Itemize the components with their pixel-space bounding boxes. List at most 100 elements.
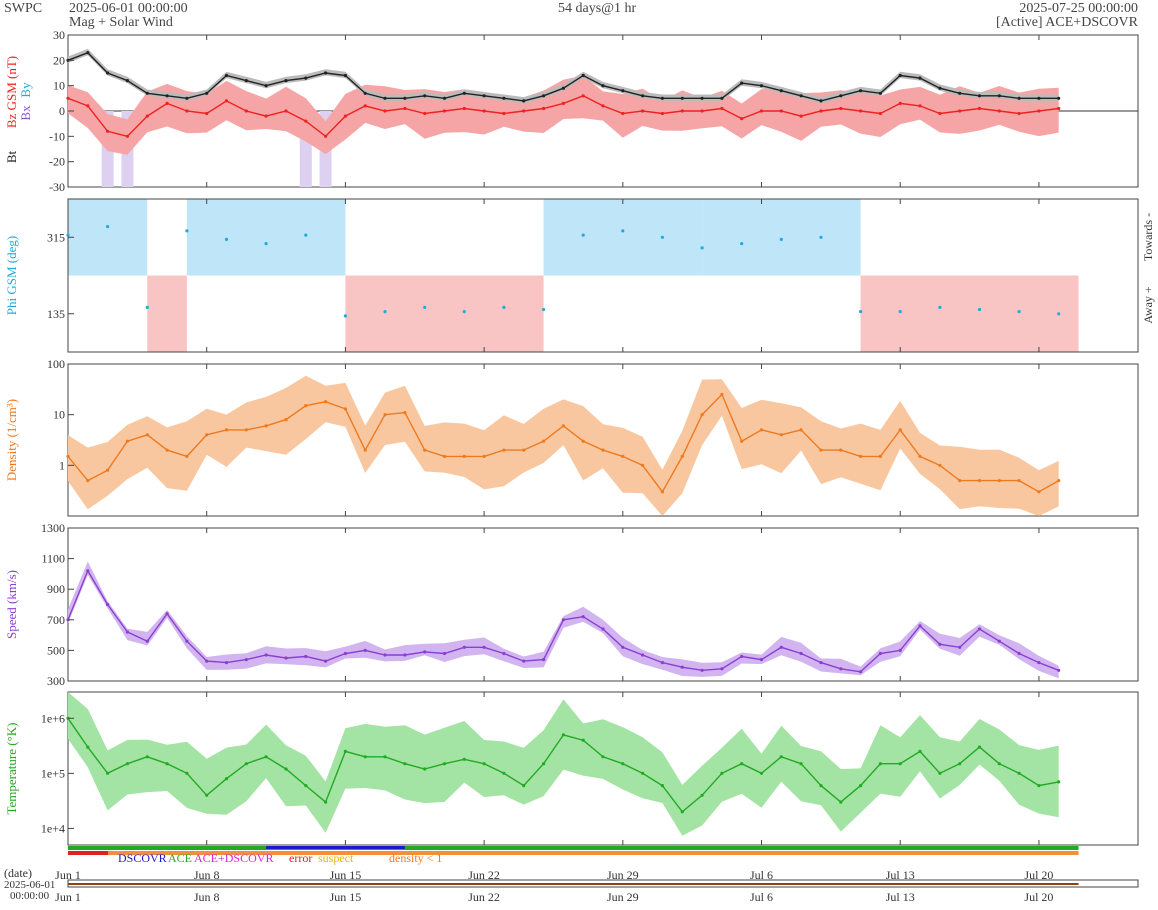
speed-point-44 xyxy=(938,642,942,646)
speed-point-3 xyxy=(125,630,129,634)
org-label: SWPC xyxy=(4,1,43,16)
phi-point-21 xyxy=(898,310,902,314)
bz-point-41 xyxy=(878,111,883,116)
temperature-point-17 xyxy=(403,762,407,766)
date-axis-start: 2025-06-01 xyxy=(4,879,55,891)
speed-point-4 xyxy=(145,639,149,643)
speed-point-9 xyxy=(244,658,248,662)
mag-y-tick-label-3: 0 xyxy=(59,104,65,118)
density-point-25 xyxy=(561,424,566,428)
temperature-point-39 xyxy=(839,800,843,804)
bt-point-6 xyxy=(185,96,189,100)
bz-point-5 xyxy=(165,101,169,105)
temperature-point-35 xyxy=(759,771,764,775)
density-point-26 xyxy=(581,439,585,443)
temperature-point-31 xyxy=(680,810,684,814)
speed-point-38 xyxy=(819,661,823,665)
x-tick-label-5: Jul 6 xyxy=(750,868,773,882)
bz-point-42 xyxy=(898,101,902,105)
phi-point-2 xyxy=(145,305,149,309)
density-point-10 xyxy=(264,424,268,428)
temperature-point-25 xyxy=(561,733,566,737)
density-point-50 xyxy=(1057,479,1061,483)
bt-point-31 xyxy=(680,96,684,100)
temperature-point-11 xyxy=(284,767,288,771)
bt-point-7 xyxy=(205,91,209,95)
temperature-axis-label: Temperature (°K) xyxy=(4,723,19,815)
temperature-point-8 xyxy=(224,777,229,781)
by-axis-label: By xyxy=(18,82,33,98)
bz-point-30 xyxy=(660,111,665,116)
speed-point-13 xyxy=(324,659,328,663)
status-source-dscovr-bar xyxy=(266,846,405,849)
bz-point-8 xyxy=(224,99,229,103)
x-tick-label-6: Jul 13 xyxy=(886,868,915,882)
bz-point-23 xyxy=(522,109,526,113)
bz-point-31 xyxy=(680,109,684,113)
density-point-49 xyxy=(1037,490,1041,494)
temperature-point-36 xyxy=(779,755,783,759)
temperature-point-6 xyxy=(185,771,189,775)
speed-axis-label: Speed (km/s) xyxy=(4,570,19,639)
density-point-44 xyxy=(938,463,942,467)
speed-point-40 xyxy=(859,670,863,674)
bz-point-39 xyxy=(839,106,843,111)
temperature-point-48 xyxy=(1017,771,1021,775)
density-point-30 xyxy=(660,490,665,494)
bt-point-44 xyxy=(938,86,942,90)
speed-point-22 xyxy=(502,651,506,656)
bt-point-28 xyxy=(621,89,625,93)
x-tick-label-1: Jun 8 xyxy=(194,868,220,882)
density-point-43 xyxy=(918,454,922,458)
x-tick-label-0: Jun 1 xyxy=(55,868,81,882)
bz-point-16 xyxy=(383,109,387,113)
speed-point-8 xyxy=(224,661,229,665)
bz-point-9 xyxy=(244,109,248,113)
density-point-1 xyxy=(86,479,90,483)
bt-point-16 xyxy=(383,96,387,100)
speed-y-tick-label-2: 700 xyxy=(47,613,65,627)
phi-point-18 xyxy=(779,237,783,241)
bt-point-14 xyxy=(343,73,347,78)
density-axis-label: Density (1/cm³) xyxy=(4,399,19,481)
status-source-ace-bar xyxy=(68,846,1079,850)
speed-point-39 xyxy=(839,667,843,671)
phi-point-7 xyxy=(343,314,347,318)
temperature-point-38 xyxy=(819,784,823,788)
bt-point-32 xyxy=(700,96,704,100)
density-point-11 xyxy=(284,418,288,422)
toward-sector-band-2 xyxy=(186,199,346,276)
phi-point-15 xyxy=(660,235,665,239)
bt-point-29 xyxy=(641,94,645,98)
bz-axis-label: Bz GSM (nT) xyxy=(4,56,19,128)
bz-point-14 xyxy=(343,114,347,118)
bz-point-37 xyxy=(799,114,803,118)
phi-point-12 xyxy=(542,307,546,312)
density-point-5 xyxy=(165,448,169,452)
density-point-22 xyxy=(502,448,506,452)
bz-point-26 xyxy=(581,94,585,98)
bt-point-50 xyxy=(1057,96,1061,100)
temperature-point-12 xyxy=(304,784,308,788)
bz-point-40 xyxy=(859,109,863,113)
temperature-point-43 xyxy=(918,749,922,754)
temperature-point-10 xyxy=(264,755,268,759)
speed-point-31 xyxy=(680,665,684,669)
speed-y-tick-label-0: 300 xyxy=(47,674,65,688)
status-density-low-bar xyxy=(68,851,1079,855)
bt-point-49 xyxy=(1037,96,1041,100)
x-tick-label-2: Jun 15 xyxy=(330,868,362,882)
source-label: [Active] ACE+DSCOVR xyxy=(995,15,1138,30)
temperature-point-40 xyxy=(859,784,863,788)
bt-point-11 xyxy=(284,79,288,83)
speed-point-32 xyxy=(700,668,704,672)
temperature-point-21 xyxy=(482,762,486,766)
bt-point-47 xyxy=(997,94,1001,98)
temperature-point-7 xyxy=(205,793,209,797)
bt-point-38 xyxy=(819,99,823,103)
temperature-point-15 xyxy=(363,755,367,759)
bz-point-17 xyxy=(403,106,407,111)
end-time: 2025-07-25 00:00:00 xyxy=(1019,1,1138,16)
speed-point-21 xyxy=(482,645,486,649)
